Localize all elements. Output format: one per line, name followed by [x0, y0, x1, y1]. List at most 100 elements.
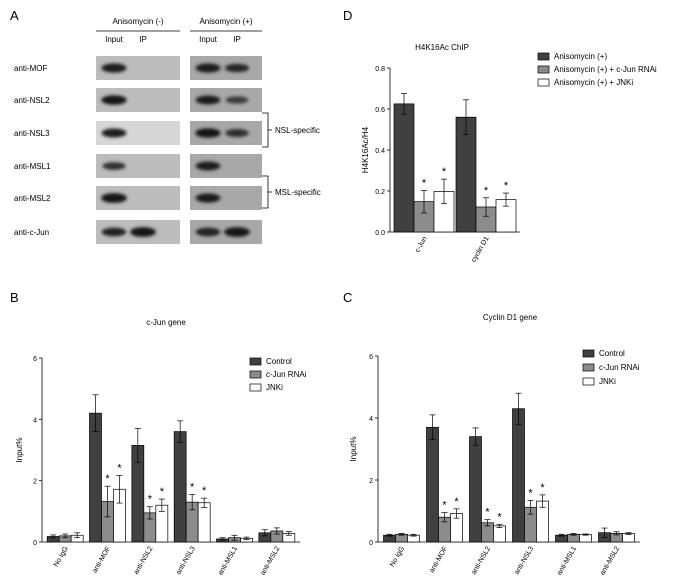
- panel-d-legend-label-anisomycin: Anisomycin (+): [554, 52, 607, 61]
- panel-b-error-bar-anti-msl2-c-jun-rnai: [273, 527, 280, 535]
- panel-c-error-bar-anti-msl1-control: [558, 533, 565, 537]
- panel-letter-d: D: [343, 8, 352, 23]
- panel-letter-b: B: [10, 290, 19, 305]
- panel-c-error-bar-no-igg-jnki: [410, 533, 417, 537]
- panel-c-x-tick-label-anti-msl2: anti-MSL2: [599, 545, 621, 576]
- panel-b-legend-swatch-c-jun-rnai: [249, 370, 262, 379]
- panel-d-significance-mark: *: [422, 177, 427, 189]
- lane-label-input-minus: Input: [105, 35, 124, 44]
- panel-d-legend-label-anisomycin-c-jun-rnai: Anisomycin (+) + c-Jun RNAi: [554, 65, 657, 74]
- panel-d-x-tick-label-cyclin-d1: cyclin D1: [470, 235, 490, 263]
- panel-c-error-bar-anti-nsl2-control: [472, 427, 479, 446]
- panel-b-error-bar-anti-msl1-c-jun-rnai: [231, 534, 238, 541]
- nsl-bracket: [262, 112, 272, 148]
- panel-c-y-tick-label: 0: [369, 540, 373, 547]
- panel-b-error-bar-no-igg-c-jun-rnai: [62, 533, 69, 539]
- panel-b-x-tick-label-anti-msl1: anti-MSL1: [217, 545, 239, 576]
- band-plus-anti-c-jun-input: [195, 227, 221, 237]
- panel-c-significance-mark: *: [454, 496, 459, 508]
- band-minus-anti-nsl2-input: [101, 95, 127, 105]
- panel-b-error-bar-anti-mof-jnki: [116, 475, 123, 504]
- condition-label-plus: Anisomycin (+): [199, 17, 252, 26]
- band-plus-anti-nsl3-ip: [225, 129, 249, 137]
- band-plus-anti-msl1-input: [195, 161, 221, 171]
- panel-c-error-bar-anti-msl1-c-jun-rnai: [570, 532, 577, 536]
- panel-d-x-tick-label-c-jun: c-Jun: [414, 235, 429, 253]
- panel-b-chart-title: c-Jun gene: [146, 318, 186, 327]
- panel-b-significance-mark: *: [105, 473, 110, 485]
- panel-a-western-blots: A Anisomycin (-) Anisomycin (+) Input IP…: [10, 8, 321, 244]
- panel-c-error-bar-anti-msl2-jnki: [625, 532, 632, 535]
- panel-d-error-bar-c-jun-anisomycin-c-jun-rnai: [421, 190, 427, 214]
- panel-b-error-bar-no-igg-control: [50, 534, 57, 539]
- panel-b-error-bar-anti-nsl2-jnki: [158, 498, 165, 512]
- antibody-label-anti-c-jun: anti-c-Jun: [14, 228, 49, 237]
- panel-b-error-bar-anti-nsl2-c-jun-rnai: [146, 506, 153, 520]
- band-plus-anti-msl2-input: [195, 193, 221, 203]
- panel-c-bar-anti-nsl2-control: [469, 436, 482, 543]
- panel-c-significance-mark: *: [528, 487, 533, 499]
- panel-c-y-axis-label: Input%: [349, 437, 358, 462]
- lane-label-ip-minus: IP: [139, 35, 147, 44]
- panel-d-significance-mark: *: [504, 180, 509, 192]
- panel-b-legend-label-jnki: JNKi: [266, 383, 283, 392]
- band-minus-anti-mof-input: [101, 63, 127, 73]
- panel-d-legend-swatch-anisomycin-c-jun-rnai: [537, 65, 550, 74]
- panel-b-y-tick-label: 0: [33, 540, 37, 547]
- panel-b-x-tick-label-no-igg: No IgG: [53, 546, 70, 569]
- band-minus-anti-msl2-input: [101, 193, 127, 203]
- band-plus-anti-mof-input: [195, 63, 221, 73]
- panel-b-error-bar-anti-msl2-control: [261, 529, 268, 537]
- blot-rows: anti-MOF anti-NSL2 anti-NSL3 anti-MSL1 anti-…: [14, 56, 262, 244]
- antibody-label-anti-nsl2: anti-NSL2: [14, 96, 50, 105]
- panel-b-y-tick-label: 2: [33, 479, 37, 486]
- panel-d-chart-title: H4K16Ac ChIP: [415, 43, 469, 52]
- panel-b-error-bar-anti-msl1-control: [219, 537, 226, 541]
- band-plus-anti-mof-ip: [224, 63, 250, 73]
- panel-c-bar-anti-nsl3-control: [512, 408, 525, 543]
- panel-c-y-tick-label: 4: [369, 416, 373, 423]
- panel-c-x-tick-label-anti-nsl3: anti-NSL3: [514, 545, 536, 576]
- panel-c-legend-label-c-jun-rnai: c-Jun RNAi: [599, 363, 640, 372]
- panel-b-error-bar-anti-mof-control: [92, 394, 99, 432]
- panel-b-error-bar-anti-msl1-jnki: [243, 536, 250, 540]
- panel-c-error-bar-anti-mof-control: [429, 414, 436, 441]
- panel-b-y-tick-label: 4: [33, 417, 37, 424]
- panel-c-bar-anti-msl1-jnki: [579, 534, 592, 543]
- panel-d-error-bar-cyclin-d1-anisomycin-jnki: [503, 192, 509, 207]
- panel-d-error-bar-cyclin-d1-anisomycin: [463, 99, 469, 135]
- panel-b-legend-label-c-jun-rnai: c-Jun RNAi: [266, 370, 307, 379]
- lane-label-input-plus: Input: [199, 35, 218, 44]
- panel-c-significance-mark: *: [485, 507, 490, 519]
- panel-d-bar-c-jun-anisomycin: [393, 103, 415, 233]
- panel-b-significance-mark: *: [148, 494, 153, 506]
- panel-b-y-axis-label: Input%: [15, 438, 24, 463]
- panel-b-significance-mark: *: [117, 462, 122, 474]
- band-plus-anti-c-jun-ip: [224, 227, 250, 237]
- panel-c-x-tick-label-no-igg: No IgG: [389, 546, 406, 569]
- panel-d-y-tick-label: 0.4: [375, 148, 385, 155]
- panel-d-y-axis-label: H4K16Ac/H4: [361, 126, 370, 173]
- panel-b-bar-anti-nsl3-jnki: [197, 502, 211, 543]
- panel-b-error-bar-no-igg-jnki: [74, 532, 81, 539]
- panel-d-y-tick-label: 0.0: [375, 230, 385, 237]
- panel-b-significance-mark: *: [190, 481, 195, 493]
- band-plus-anti-nsl2-input: [195, 95, 221, 105]
- panel-d-error-bar-cyclin-d1-anisomycin-c-jun-rnai: [483, 197, 489, 217]
- panel-c-error-bar-anti-msl2-c-jun-rnai: [613, 531, 620, 536]
- panel-c-legend-swatch-c-jun-rnai: [582, 363, 595, 372]
- band-minus-anti-msl1-input: [102, 162, 126, 170]
- panel-c-error-bar-anti-msl1-jnki: [582, 533, 589, 536]
- panel-c-error-bar-no-igg-control: [386, 533, 393, 537]
- panel-b-legend-swatch-control: [249, 357, 262, 366]
- panel-c-bar-anti-nsl2-jnki: [493, 525, 506, 543]
- panel-c-cyclin-d1-gene: C Cyclin D1 gene 0 2 4 6 Input% No IgG * * anti-M…: [343, 290, 640, 577]
- nsl-specific-label: NSL-specific: [275, 126, 320, 135]
- panel-d-legend-label-anisomycin-jnki: Anisomycin (+) + JNKi: [554, 78, 633, 87]
- panel-d-error-bar-c-jun-anisomycin-jnki: [441, 178, 447, 205]
- panel-c-significance-mark: *: [540, 482, 545, 494]
- panel-c-legend-label-jnki: JNKi: [599, 377, 616, 386]
- panel-c-y-tick-label: 6: [369, 354, 373, 361]
- condition-label-minus: Anisomycin (-): [112, 17, 163, 26]
